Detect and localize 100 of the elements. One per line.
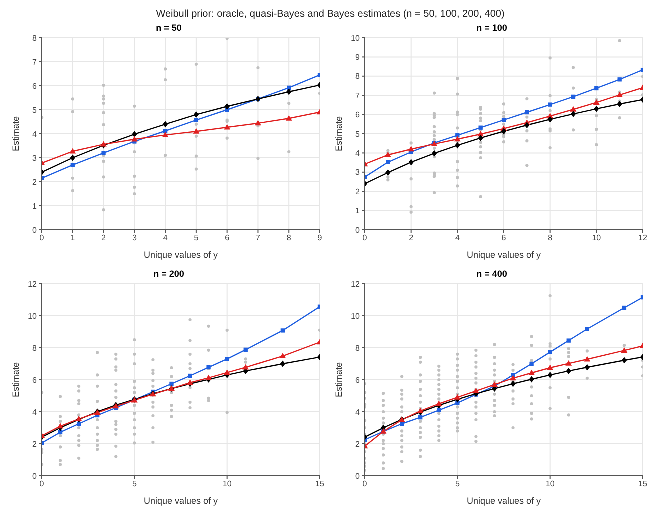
x-tick-label: 2	[102, 234, 107, 243]
y-tick-label: 2	[32, 440, 38, 449]
y-tick-label: 8	[32, 344, 38, 353]
point	[616, 92, 624, 98]
point	[70, 148, 76, 154]
y-tick-label: 5	[356, 130, 361, 139]
point	[548, 372, 553, 378]
point	[206, 374, 212, 380]
y-tick-label: 4	[32, 130, 38, 139]
x-tick-label: 10	[546, 480, 556, 489]
point	[584, 364, 590, 371]
point	[76, 422, 82, 426]
point	[571, 94, 576, 100]
point	[584, 356, 591, 362]
point	[244, 348, 248, 352]
x-tick-label: 2	[409, 234, 414, 243]
point	[194, 134, 198, 138]
y-axis-title: Estimate	[11, 116, 22, 152]
x-tick-label: 8	[286, 234, 292, 243]
point	[501, 128, 507, 135]
point	[132, 131, 138, 138]
point	[164, 154, 168, 158]
point	[548, 116, 553, 123]
x-tick-label: 4	[455, 234, 460, 243]
point	[194, 122, 198, 126]
x-tick-label: 1	[70, 234, 76, 243]
point	[286, 115, 292, 121]
y-tick-label: 0	[356, 472, 361, 481]
point	[102, 94, 106, 98]
point	[131, 136, 138, 142]
y-tick-label: 4	[32, 408, 38, 417]
x-tick-label: 0	[362, 234, 368, 243]
point	[255, 120, 262, 126]
x-tick-label: 5	[132, 480, 138, 489]
point	[133, 150, 136, 154]
point	[133, 186, 136, 190]
x-axis-title: Unique values of y	[466, 250, 542, 260]
x-tick-label: 0	[362, 480, 368, 489]
point	[102, 84, 106, 88]
y-tick-label: 8	[356, 72, 361, 82]
chart-title: n = 50	[155, 22, 183, 34]
y-tick-label: 1	[356, 206, 361, 216]
y-tick-label: 6	[32, 82, 38, 91]
point	[618, 78, 622, 82]
x-tick-label: 8	[548, 234, 554, 243]
y-tick-label: 10	[351, 312, 361, 321]
point	[194, 154, 198, 158]
point	[621, 348, 628, 353]
y-tick-label: 4	[356, 149, 361, 158]
point	[280, 353, 286, 359]
point	[530, 362, 534, 366]
point	[102, 151, 106, 156]
point	[70, 154, 76, 162]
point	[102, 98, 106, 101]
point	[162, 132, 169, 138]
point	[102, 176, 106, 179]
point	[594, 86, 599, 91]
point	[548, 350, 552, 354]
x-tick-label: 10	[222, 480, 232, 489]
point	[417, 408, 424, 414]
point	[194, 62, 198, 66]
point	[193, 128, 200, 134]
point	[194, 168, 198, 171]
y-tick-label: 7	[32, 58, 38, 67]
y-tick-label: 9	[356, 53, 361, 62]
point	[163, 129, 168, 134]
point	[510, 380, 516, 388]
point	[164, 78, 168, 82]
point	[528, 370, 535, 376]
point	[570, 106, 577, 112]
point	[548, 102, 552, 107]
point	[162, 121, 168, 128]
y-tick-label: 6	[356, 110, 361, 120]
y-tick-label: 12	[351, 280, 361, 289]
point	[102, 208, 106, 212]
point	[102, 102, 106, 106]
point	[102, 160, 106, 164]
x-axis-title: Unique values of y	[144, 496, 219, 506]
point	[525, 110, 530, 115]
y-tick-label: 2	[356, 440, 361, 449]
y-tick-label: 8	[356, 344, 361, 353]
point	[454, 394, 461, 400]
x-tick-label: 0	[40, 480, 45, 489]
point	[492, 382, 498, 388]
y-tick-label: 0	[32, 472, 38, 481]
point	[224, 103, 230, 110]
point	[566, 368, 572, 374]
point	[71, 98, 74, 101]
point	[102, 111, 106, 114]
chart-title: n = 200	[152, 268, 186, 280]
x-axis-title: Unique values of y	[144, 250, 219, 260]
y-tick-label: 6	[356, 376, 361, 385]
y-tick-label: 12	[28, 280, 38, 289]
point	[454, 136, 461, 142]
point	[432, 150, 438, 157]
point	[194, 112, 200, 118]
x-tick-label: 9	[318, 234, 323, 243]
x-tick-label: 12	[638, 234, 648, 243]
point	[566, 338, 571, 343]
x-tick-label: 6	[225, 234, 230, 243]
